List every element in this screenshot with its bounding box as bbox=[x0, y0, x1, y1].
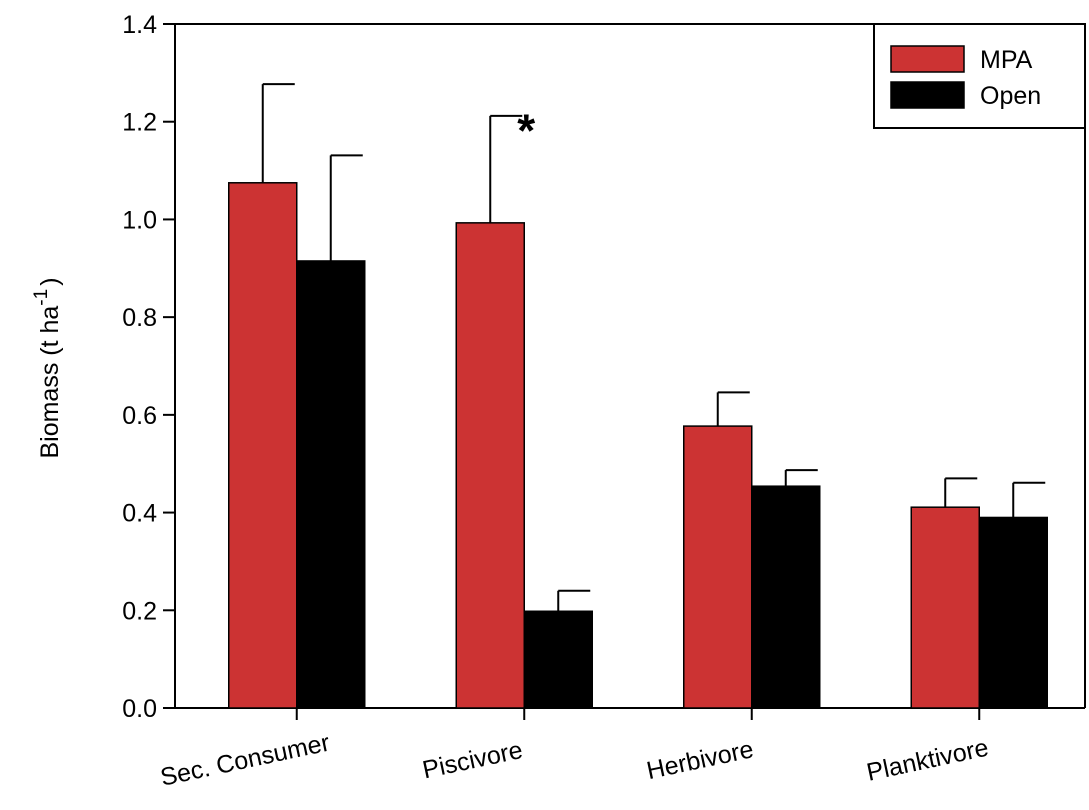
bar-mpa-0 bbox=[228, 182, 298, 709]
legend-swatch-open bbox=[890, 81, 965, 109]
bars bbox=[228, 182, 1048, 709]
y-axis-title-main: Biomass (t ha bbox=[36, 306, 64, 459]
y-tick-label: 0.8 bbox=[122, 304, 157, 332]
y-tick-label: 0.4 bbox=[122, 500, 157, 528]
bar-open-2 bbox=[751, 485, 821, 709]
y-axis-title-sup: -1 bbox=[31, 289, 52, 306]
bar-open-3 bbox=[978, 516, 1048, 709]
y-tick-label: 0.6 bbox=[122, 402, 157, 430]
y-axis-title: Biomass (t ha-1) bbox=[31, 277, 64, 458]
bar-open-0 bbox=[296, 260, 366, 709]
y-tick-label: 0.0 bbox=[122, 695, 157, 723]
y-axis-title-close: ) bbox=[36, 277, 64, 285]
x-category-label: Piscivore bbox=[420, 736, 525, 784]
legend-label-open: Open bbox=[980, 82, 1041, 110]
x-category-label: Sec. Consumer bbox=[158, 729, 332, 792]
y-tick-label: 1.2 bbox=[122, 109, 157, 137]
y-tick-label: 1.4 bbox=[122, 11, 157, 39]
bar-mpa-3 bbox=[910, 506, 980, 709]
significance-asterisk: * bbox=[517, 104, 535, 156]
legend-swatch-mpa bbox=[890, 45, 965, 73]
x-category-label: Planktivore bbox=[864, 734, 991, 787]
error-bars bbox=[261, 83, 1046, 612]
legend-box bbox=[873, 23, 1086, 129]
x-category-label: Herbivore bbox=[644, 735, 756, 785]
bar-open-1 bbox=[523, 610, 593, 709]
legend-label-mpa: MPA bbox=[980, 46, 1033, 74]
y-tick-label: 1.0 bbox=[122, 206, 157, 234]
legend: MPA Open bbox=[873, 23, 1086, 129]
y-ticks: 0.0 0.2 0.4 0.6 0.8 1.0 1.2 1.4 bbox=[122, 11, 175, 723]
bar-mpa-2 bbox=[683, 425, 753, 709]
x-category-labels: Sec. Consumer Piscivore Herbivore Planktivo… bbox=[158, 708, 991, 792]
bar-mpa-1 bbox=[455, 222, 525, 709]
y-tick-label: 0.2 bbox=[122, 597, 157, 625]
